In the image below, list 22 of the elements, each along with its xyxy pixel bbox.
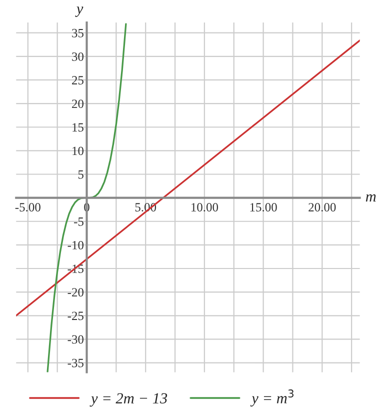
y-tick-label: -20	[68, 288, 84, 297]
x-tick-label: 15.00	[250, 203, 277, 212]
y-tick-label: 5	[78, 170, 84, 179]
y-tick-label: -10	[68, 240, 84, 250]
legend-label: y = m$^{3}$	[250, 389, 294, 407]
y-tick-label: 30	[72, 52, 84, 61]
x-tick-label: 10.00	[191, 203, 218, 212]
y-tick-label: 15	[72, 123, 84, 132]
line-series	[46, 23, 127, 372]
y-axis-title: y	[75, 6, 84, 17]
y-tick-label: 20	[72, 100, 84, 108]
y-tick-label: -25	[68, 312, 84, 320]
x-tick-label: -5.00	[15, 203, 40, 212]
x-tick-label: 20.00	[308, 203, 336, 212]
x-axis-title: m	[366, 194, 376, 202]
y-tick-label: 35	[72, 28, 84, 38]
legend-label: y = 2m − 13	[90, 393, 168, 407]
y-tick-label: 10	[72, 146, 84, 156]
y-tick-label: -5	[74, 218, 84, 226]
y-tick-label: -30	[68, 335, 84, 344]
y-tick-label: -35	[68, 358, 84, 368]
y-tick-label: 25	[72, 76, 84, 84]
